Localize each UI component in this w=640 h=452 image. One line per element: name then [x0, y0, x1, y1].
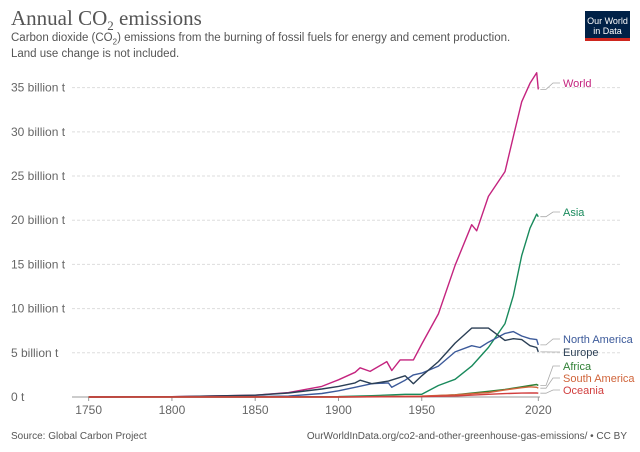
series-label-north-america: North America	[563, 334, 634, 346]
y-tick-label: 30 billion t	[11, 125, 66, 139]
label-connector-oceania	[540, 389, 560, 394]
y-tick-label: 35 billion t	[11, 81, 66, 95]
x-tick-label: 1950	[408, 403, 435, 417]
series-line-europe	[88, 327, 539, 398]
logo-line-1: Our World	[587, 16, 628, 26]
y-tick-label: 5 billion t	[11, 346, 59, 360]
chart-title-subscript: 2	[107, 18, 114, 34]
y-tick-label: 20 billion t	[11, 213, 66, 227]
subtitle-part-b: ) emissions from the burning of fossil f…	[11, 32, 511, 61]
series-line-asia	[88, 213, 539, 398]
series-line-world	[88, 71, 539, 398]
series-label-oceania: Oceania	[563, 385, 605, 397]
x-tick-label: 1750	[75, 403, 102, 417]
subtitle-subscript: 2	[112, 37, 118, 47]
series-label-world: World	[563, 78, 592, 90]
series-line-oceania	[88, 392, 539, 398]
series-label-europe: Europe	[563, 347, 598, 359]
chart-title: Annual CO2 emissions	[11, 6, 202, 34]
y-tick-label: 25 billion t	[11, 169, 66, 183]
x-tick-label: 1850	[242, 403, 269, 417]
x-tick-label: 1900	[325, 403, 352, 417]
chart-title-main: Annual CO	[11, 6, 108, 30]
subtitle-part-a: Carbon dioxide (CO	[11, 32, 113, 44]
y-tick-label: 10 billion t	[11, 302, 66, 316]
chart-subtitle: Carbon dioxide (CO2) emissions from the …	[11, 32, 531, 61]
series-label-south-america: South America	[563, 373, 635, 385]
label-connector-north-america	[540, 338, 560, 346]
y-tick-label: 15 billion t	[11, 257, 66, 271]
x-tick-label: 2020	[525, 403, 552, 417]
label-connector-asia	[540, 211, 560, 218]
logo-line-2: in Data	[593, 26, 622, 36]
series-label-africa: Africa	[563, 361, 592, 373]
series-line-north-america	[88, 330, 539, 398]
owid-logo[interactable]: Our World in Data	[585, 11, 630, 41]
label-connector-world	[540, 82, 560, 90]
source-url[interactable]: OurWorldInData.org/co2-and-other-greenho…	[306, 431, 627, 442]
y-tick-label: 0 t	[11, 390, 25, 404]
x-tick-label: 1800	[159, 403, 186, 417]
chart-title-end: emissions	[113, 6, 202, 30]
source-note: Source: Global Carbon Project	[11, 431, 147, 442]
series-label-asia: Asia	[563, 207, 585, 219]
label-connector-south-america	[540, 377, 560, 389]
label-connector-africa	[540, 365, 560, 386]
